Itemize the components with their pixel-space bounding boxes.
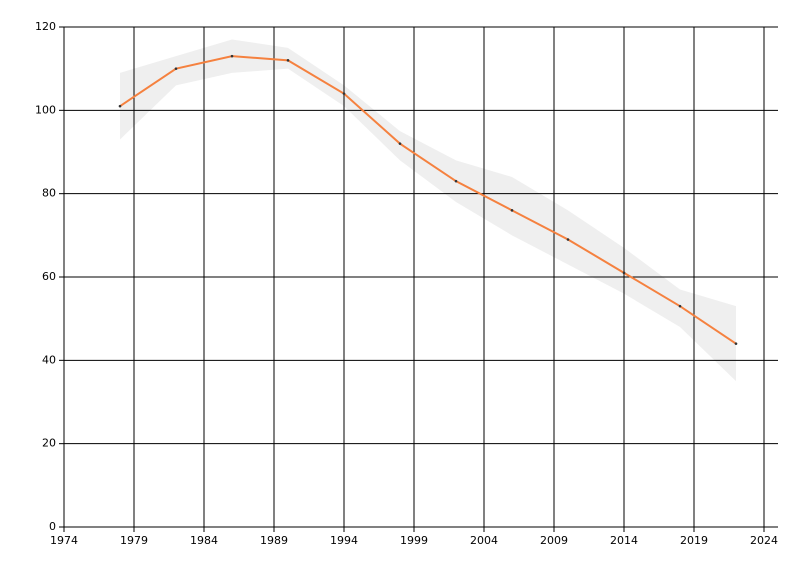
line xyxy=(119,55,737,345)
marker xyxy=(118,104,122,108)
marker xyxy=(510,209,514,212)
y-tick-label: 0 xyxy=(49,520,56,533)
marker xyxy=(174,67,178,70)
x-tick-label: 2024 xyxy=(750,534,778,547)
y-tick-label: 80 xyxy=(42,187,56,200)
x-tick-label: 2019 xyxy=(680,534,708,547)
marker xyxy=(286,59,290,62)
marker xyxy=(566,238,570,241)
x-tick-label: 1979 xyxy=(120,534,148,547)
marker xyxy=(678,304,682,308)
y-tick-label: 20 xyxy=(42,437,56,450)
marker xyxy=(734,342,738,345)
marker xyxy=(342,92,346,95)
x-tick-label: 1999 xyxy=(400,534,428,547)
x-tick-label: 2014 xyxy=(610,534,638,547)
marker xyxy=(454,179,458,183)
x-tick-label: 1974 xyxy=(50,534,78,547)
x-tick-label: 2009 xyxy=(540,534,568,547)
marker xyxy=(230,54,234,58)
y-tick-label: 100 xyxy=(35,103,56,116)
marker xyxy=(622,271,626,275)
x-tick-label: 1984 xyxy=(190,534,218,547)
x-tick-label: 2004 xyxy=(470,534,498,547)
x-tick-label: 1994 xyxy=(330,534,358,547)
x-tick-label: 1989 xyxy=(260,534,288,547)
confidence-band xyxy=(120,39,736,382)
y-tick-label: 120 xyxy=(35,20,56,33)
marker xyxy=(398,142,402,145)
y-tick-label: 60 xyxy=(42,270,56,283)
y-tick-label: 40 xyxy=(42,353,56,366)
